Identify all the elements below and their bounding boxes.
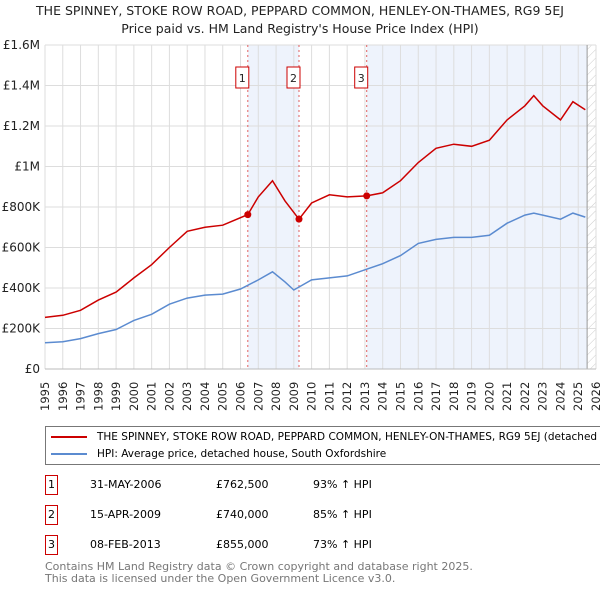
sale-row: 2 15-APR-2009 £740,000 85% ↑ HPI [45,505,445,525]
sale-row: 1 31-MAY-2006 £762,500 93% ↑ HPI [45,475,445,495]
sale-price: £762,500 [216,478,269,491]
y-tick-label: £0 [25,362,40,376]
sale-marker-label: 1 [239,72,246,85]
sale-hpi-change: 85% ↑ HPI [313,508,372,521]
sale-marker-badge: 1 [45,475,58,495]
x-tick-label: 1997 [74,382,88,411]
sale-marker-label: 3 [358,72,365,85]
sale-date: 31-MAY-2006 [90,478,162,491]
property-price-line [44,94,586,319]
sale-price: £740,000 [216,508,269,521]
sale-hpi-change: 73% ↑ HPI [313,538,372,551]
x-tick-label: 2026 [589,382,600,411]
x-tick-label: 2000 [127,382,141,411]
x-tick-label: 2003 [180,382,194,411]
x-tick-label: 2021 [500,382,514,411]
y-tick-label: £1M [14,160,40,174]
sale-marker-label: 2 [290,72,297,85]
x-tick-label: 2013 [358,382,372,411]
legend-label-property: THE SPINNEY, STOKE ROW ROAD, PEPPARD COM… [97,431,600,443]
x-tick-label: 2017 [429,382,443,411]
x-tick-label: 1996 [56,382,70,411]
x-tick-label: 1998 [91,382,105,411]
sale-marker-box [354,66,369,89]
legend-item-hpi: HPI: Average price, detached house, Sout… [46,446,386,462]
x-tick-label: 2018 [447,382,461,411]
x-tick-label: 2002 [162,382,176,411]
x-tick-label: 2007 [251,382,265,411]
sale-row: 3 08-FEB-2013 £855,000 73% ↑ HPI [45,535,445,555]
sale-point [295,215,303,223]
sale-date: 15-APR-2009 [90,508,162,521]
y-tick-label: £1.4M [3,79,40,93]
footer-licence: This data is licensed under the Open Gov… [45,572,396,585]
y-tick-label: £1.2M [3,119,40,133]
x-tick-label: 2004 [198,382,212,411]
legend-item-property: THE SPINNEY, STOKE ROW ROAD, PEPPARD COM… [46,429,600,445]
sale-marker-box [286,66,301,89]
x-tick-label: 2019 [465,382,479,411]
sale-hpi-change: 93% ↑ HPI [313,478,372,491]
x-tick-label: 2009 [287,382,301,411]
x-tick-label: 2023 [536,382,550,411]
y-tick-label: £600K [2,241,42,255]
price-chart: 1995 1996 1997 1998 1999 2000 2001 2002 2003 2004… [2,38,600,411]
x-tick-label: 2008 [269,382,283,411]
sale-point [363,192,371,200]
x-tick-label: 2006 [234,382,248,411]
legend-blue-line [51,453,87,455]
x-tick-label: 2012 [340,382,354,411]
x-tick-label: 2010 [305,382,319,411]
x-tick-label: 2025 [571,382,585,411]
legend-label-hpi: HPI: Average price, detached house, Sout… [97,448,387,460]
chart-title: THE SPINNEY, STOKE ROW ROAD, PEPPARD COM… [36,3,564,18]
x-tick-label: 2015 [393,382,407,411]
y-tick-label: £1.6M [3,38,40,52]
sale-marker-badge: 2 [45,505,58,525]
y-tick-label: £200K [2,322,42,336]
x-tick-label: 2022 [518,382,532,411]
x-tick-label: 2014 [376,382,390,411]
sale-date: 08-FEB-2013 [90,538,161,551]
y-tick-label: £400K [2,281,42,295]
x-tick-label: 2016 [411,382,425,411]
x-tick-label: 2005 [216,382,230,411]
x-tick-label: 2024 [553,382,567,411]
legend: THE SPINNEY, STOKE ROW ROAD, PEPPARD COM… [45,426,600,465]
legend-red-line [51,436,87,438]
sale-price: £855,000 [216,538,269,551]
hpi-line [44,212,586,344]
sale-marker-badge: 3 [45,535,58,555]
sale-point [244,211,252,219]
x-tick-label: 2020 [482,382,496,411]
x-tick-label: 2011 [322,382,336,411]
chart-subtitle: Price paid vs. HM Land Registry's House … [121,21,479,36]
x-tick-label: 2001 [145,382,159,411]
y-tick-label: £800K [2,200,42,214]
x-tick-label: 1995 [38,382,52,411]
footer-copyright: Contains HM Land Registry data © Crown c… [45,560,473,573]
x-tick-label: 1999 [109,382,123,411]
sale-marker-box [235,66,250,89]
